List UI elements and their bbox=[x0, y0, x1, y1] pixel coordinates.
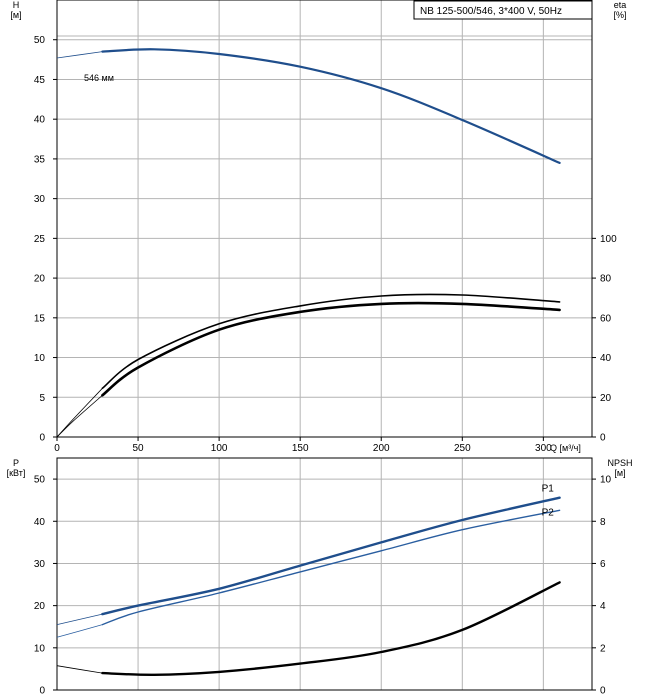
y-right-axis-unit: [м] bbox=[614, 468, 625, 478]
y-left-tick-label: 20 bbox=[34, 274, 46, 285]
y-left-tick-label: 50 bbox=[34, 35, 46, 46]
y-left-tick-label: 10 bbox=[34, 643, 46, 654]
series-label-p1: P1 bbox=[542, 484, 555, 495]
y-left-tick-label: 0 bbox=[39, 433, 45, 444]
y-right-axis-unit: [%] bbox=[613, 10, 626, 20]
title-box-frame bbox=[413, 0, 593, 20]
series-extension-line bbox=[56, 388, 103, 438]
series-extension-line bbox=[56, 394, 103, 438]
y-left-tick-label: 30 bbox=[34, 559, 46, 570]
title-box-text: NB 125-500/546, 3*400 V, 50Hz bbox=[420, 6, 562, 17]
x-tick-label: 150 bbox=[292, 443, 309, 454]
y-left-axis-unit: [м] bbox=[10, 10, 21, 20]
y-left-axis-title: H bbox=[13, 0, 20, 10]
plot-frame bbox=[56, 457, 593, 691]
y-left-tick-label: 35 bbox=[34, 154, 46, 165]
x-tick-label: 250 bbox=[454, 443, 471, 454]
model-title-box: NB 125-500/546, 3*400 V, 50Hz bbox=[413, 0, 593, 20]
series-line bbox=[101, 581, 561, 677]
series-line bbox=[101, 509, 561, 626]
y-right-tick-label: 0 bbox=[600, 686, 606, 697]
y-right-tick-label: 100 bbox=[600, 234, 617, 245]
series-line bbox=[101, 301, 561, 397]
y-left-tick-label: 5 bbox=[39, 393, 45, 404]
y-right-tick-label: 20 bbox=[600, 393, 612, 404]
y-right-tick-label: 2 bbox=[600, 643, 606, 654]
y-left-tick-label: 10 bbox=[34, 353, 46, 364]
y-right-axis-title: eta bbox=[614, 0, 627, 10]
plot-frame bbox=[56, 0, 593, 438]
y-right-tick-label: 6 bbox=[600, 559, 606, 570]
y-right-tick-label: 80 bbox=[600, 274, 612, 285]
power-npsh-chart: 0 10 20 30 40 50 0 2 4 6 8 10 P[кВт] NPSH[м] P1 P2 bbox=[7, 457, 633, 697]
series-line bbox=[101, 48, 561, 164]
y-left-tick-label: 25 bbox=[34, 234, 46, 245]
head-efficiency-chart: 0 5 10 15 20 25 30 35 40 45 50 0 20 40 60 80 100 0 50 100 15… bbox=[10, 0, 627, 454]
y-left-tick-label: 40 bbox=[34, 517, 46, 528]
curve-label-546mm: 546 мм bbox=[84, 73, 114, 83]
y-right-tick-label: 60 bbox=[600, 313, 612, 324]
series-extension-line bbox=[56, 613, 103, 625]
x-tick-label: 50 bbox=[132, 443, 144, 454]
x-tick-label: 100 bbox=[211, 443, 228, 454]
series-line bbox=[101, 293, 561, 390]
series-label-p2: P2 bbox=[542, 507, 555, 518]
x-tick-label: 200 bbox=[373, 443, 390, 454]
y-left-tick-label: 15 bbox=[34, 313, 46, 324]
y-left-tick-label: 30 bbox=[34, 194, 46, 205]
series-line bbox=[101, 496, 561, 616]
y-right-axis-title: NPSH bbox=[607, 458, 632, 468]
y-left-tick-label: 45 bbox=[34, 75, 46, 86]
y-right-tick-label: 8 bbox=[600, 517, 606, 528]
y-right-tick-label: 4 bbox=[600, 601, 606, 612]
y-left-tick-label: 0 bbox=[39, 686, 45, 697]
y-right-tick-label: 10 bbox=[600, 475, 612, 486]
series-extension-line bbox=[56, 624, 103, 638]
x-tick-label: 300 bbox=[535, 443, 552, 454]
y-right-tick-label: 40 bbox=[600, 353, 612, 364]
series-extension-line bbox=[56, 665, 103, 674]
x-tick-label: 0 bbox=[54, 443, 60, 454]
x-axis-label: Q [м³/ч] bbox=[550, 443, 581, 453]
y-left-axis-title: P bbox=[13, 458, 19, 468]
y-left-axis-unit: [кВт] bbox=[7, 468, 26, 478]
series-extension-line bbox=[56, 51, 103, 59]
y-left-tick-label: 50 bbox=[34, 475, 46, 486]
y-right-tick-label: 0 bbox=[600, 433, 606, 444]
y-left-tick-label: 20 bbox=[34, 601, 46, 612]
y-left-tick-label: 40 bbox=[34, 115, 46, 126]
